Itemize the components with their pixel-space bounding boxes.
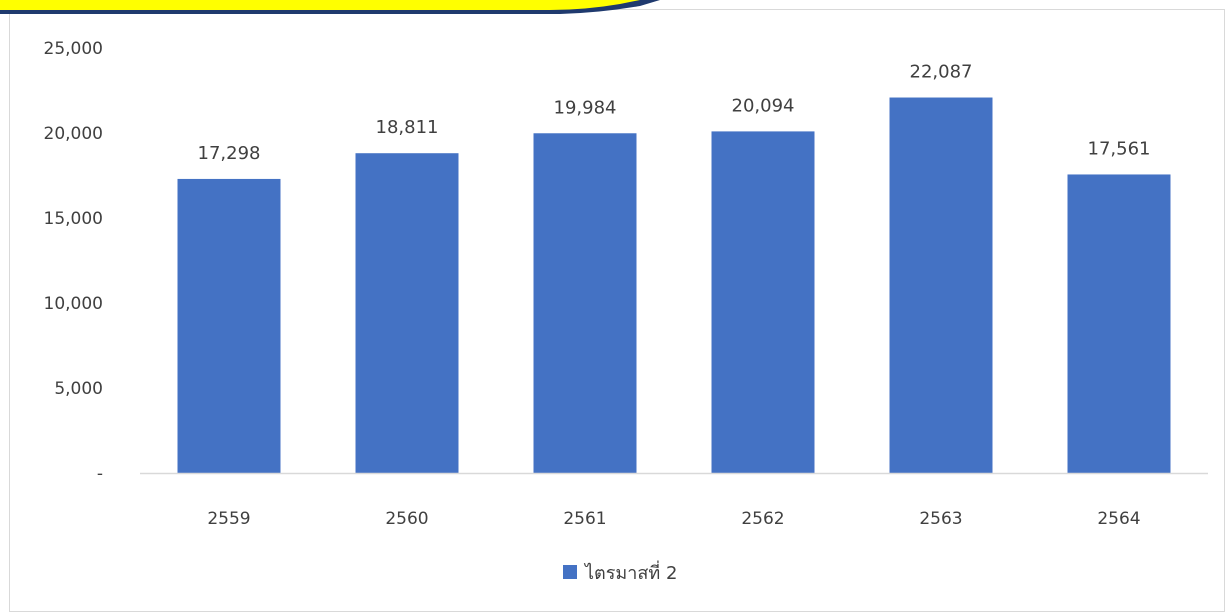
bar-2559: [177, 178, 281, 473]
banner-yellow-band: [0, 0, 640, 10]
y-tick-label: 5,000: [54, 379, 103, 399]
data-label-2561: 19,984: [554, 97, 617, 118]
x-tick-label-2562: 2562: [741, 509, 784, 529]
legend-swatch: [563, 565, 577, 579]
y-tick-label: 10,000: [44, 294, 103, 314]
bar-2562: [711, 131, 815, 474]
legend: ไตรมาสที่ 2: [563, 560, 677, 584]
y-tick-label: 20,000: [44, 124, 103, 144]
y-axis: - 5,000 10,000 15,000 20,000 25,000: [44, 39, 103, 484]
x-tick-label-2561: 2561: [563, 509, 606, 529]
data-label-2564: 17,561: [1088, 138, 1151, 159]
x-axis: 2559 2560 2561 2562 2563 2564: [207, 509, 1140, 529]
y-tick-label: 25,000: [44, 39, 103, 59]
y-tick-label: -: [97, 464, 103, 484]
bar-series: [177, 97, 1171, 474]
y-tick-label: 15,000: [44, 209, 103, 229]
data-label-2563: 22,087: [910, 62, 973, 83]
x-tick-label-2564: 2564: [1097, 509, 1140, 529]
data-label-2560: 18,811: [376, 117, 439, 138]
x-tick-label-2559: 2559: [207, 509, 250, 529]
data-label-2562: 20,094: [732, 95, 795, 116]
bar-2564: [1067, 174, 1171, 473]
bar-2561: [533, 133, 637, 473]
data-labels: 17,298 18,811 19,984 20,094 22,087 17,561: [198, 62, 1151, 164]
bar-2560: [355, 153, 459, 473]
data-label-2559: 17,298: [198, 143, 261, 164]
x-tick-label-2563: 2563: [919, 509, 962, 529]
legend-series-label: ไตรมาสที่ 2: [583, 560, 677, 584]
header-banner-decoration: [0, 0, 660, 14]
bar-2563: [889, 97, 993, 473]
x-tick-label-2560: 2560: [385, 509, 428, 529]
